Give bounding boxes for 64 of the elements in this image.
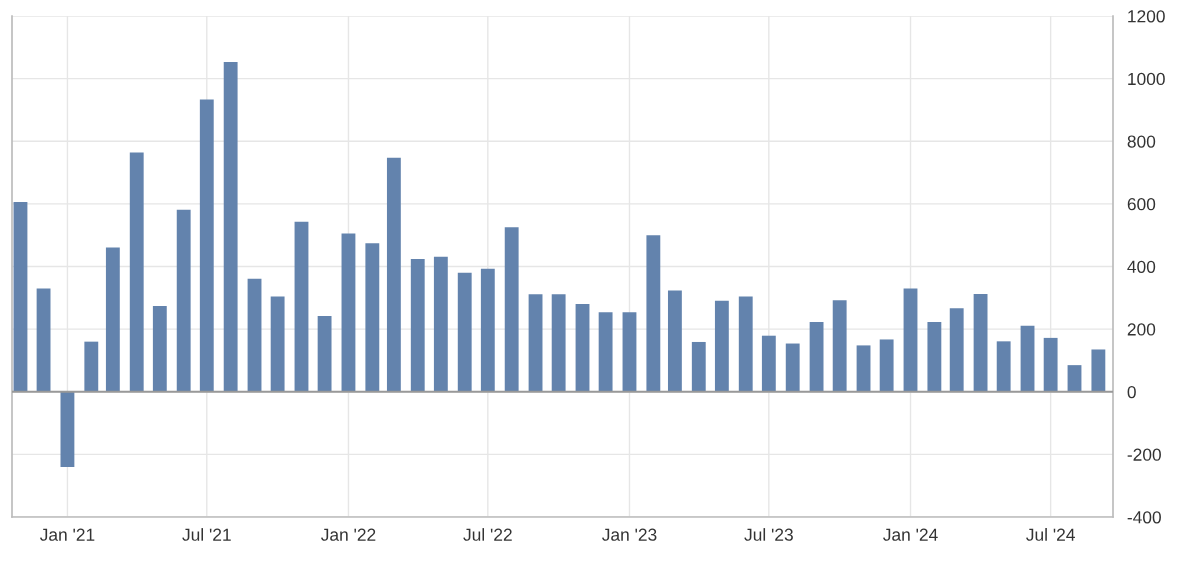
- bar: [223, 62, 238, 392]
- bar: [480, 268, 495, 392]
- bar: [809, 321, 824, 392]
- bar: [856, 345, 871, 392]
- bar: [1067, 365, 1082, 392]
- x-tick-label: Jul '22: [463, 528, 512, 541]
- x-tick-label: Jan '23: [602, 528, 657, 541]
- y-tick-label: 1000: [1128, 72, 1165, 86]
- y-tick-label: -200: [1127, 448, 1161, 461]
- bar: [176, 209, 191, 392]
- bar: [504, 227, 519, 392]
- bar: [386, 157, 401, 392]
- bar: [528, 294, 543, 392]
- bar: [785, 343, 800, 392]
- bar: [457, 272, 472, 392]
- bar: [433, 256, 448, 392]
- y-tick-label: -400: [1127, 511, 1161, 524]
- bar: [832, 300, 847, 392]
- bar: [996, 341, 1011, 392]
- bar: [738, 296, 753, 392]
- bar: [622, 312, 637, 392]
- x-tick-label: Jul '24: [1026, 528, 1075, 541]
- bar: [105, 247, 120, 392]
- bar: [1091, 349, 1106, 392]
- bar: [199, 99, 214, 392]
- bar: [879, 339, 894, 392]
- bar: [294, 221, 309, 392]
- y-tick-label: 800: [1127, 135, 1156, 148]
- y-tick-label: 0: [1127, 385, 1136, 399]
- bar: [129, 152, 144, 392]
- bar: [152, 305, 167, 392]
- bar: [365, 243, 380, 392]
- bar: [598, 312, 613, 392]
- bar: [575, 304, 590, 392]
- bar: [1043, 337, 1058, 392]
- bar: [927, 321, 942, 392]
- bar: [646, 235, 661, 392]
- bar: [691, 341, 706, 392]
- bar: [973, 294, 988, 392]
- bar: [36, 288, 51, 392]
- x-tick-label: Jan '22: [321, 528, 376, 541]
- bar: [247, 278, 262, 392]
- x-tick-label: Jan '21: [39, 528, 95, 541]
- y-tick-label: 400: [1127, 260, 1156, 273]
- bar: [714, 300, 729, 392]
- bar: [551, 294, 566, 392]
- bar: [60, 391, 75, 467]
- bar: [949, 308, 964, 392]
- x-tick-label: Jul '21: [182, 528, 231, 541]
- x-tick-label: Jul '23: [744, 528, 793, 541]
- bar: [410, 258, 425, 392]
- bar: [13, 202, 28, 392]
- bar: [317, 315, 332, 392]
- y-tick-label: 200: [1127, 323, 1156, 336]
- bar: [667, 290, 682, 392]
- bar: [84, 341, 99, 392]
- bar: [903, 288, 918, 392]
- bar: [341, 233, 356, 392]
- bar: [1020, 325, 1035, 392]
- x-tick-label: Jan '24: [883, 528, 938, 541]
- bar: [761, 335, 776, 392]
- y-tick-label: 1200: [1128, 10, 1165, 23]
- bar: [270, 296, 285, 392]
- y-tick-label: 600: [1127, 198, 1156, 211]
